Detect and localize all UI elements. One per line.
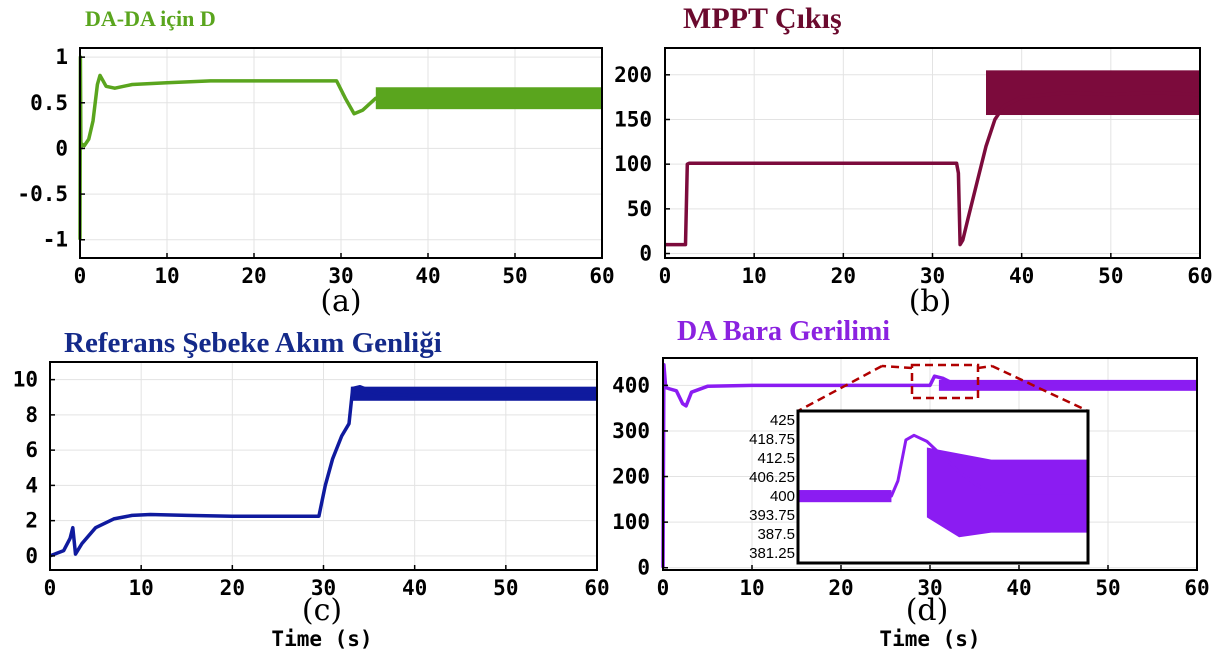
y-tick-label: -1 — [43, 228, 68, 252]
series-line-d — [661, 363, 1197, 568]
y-tick-label: -0.5 — [17, 182, 68, 206]
panel-a: 0 10 20 30 40 50 60 1 0.5 0 -0.5 -1 DA-DA için D (a) — [17, 6, 614, 319]
panel-label-d: (d) — [906, 593, 949, 628]
x-tick-label: 40 — [1009, 264, 1034, 288]
x-axis-label-d: Time (s) — [879, 627, 980, 651]
chart-title-c: Referans Şebeke Akım Genliği — [64, 327, 442, 359]
panel-label-b: (b) — [909, 284, 952, 319]
oscillation-band-c — [350, 386, 597, 401]
panel-b: 0 10 20 30 40 50 60 200 150 100 50 0 MPPT Çıkış (b) — [614, 2, 1213, 319]
inset-y-tick-label: 393.75 — [749, 507, 795, 524]
inset-y-tick-label: 387.5 — [757, 526, 795, 543]
panel-d: 0 10 20 30 40 50 60 400 300 200 100 0 DA Bara Gerili… — [612, 316, 1210, 651]
x-tick-label: 50 — [493, 576, 518, 600]
inset-y-tick-label: 412.5 — [757, 450, 795, 467]
panel-label-c: (c) — [302, 593, 342, 628]
y-tick-label: 1 — [55, 45, 68, 69]
inset-y-tick-label: 400 — [770, 488, 795, 505]
y-tick-label: 2 — [25, 509, 38, 533]
grid-a — [79, 48, 603, 258]
x-tick-label: 0 — [44, 576, 57, 600]
y-tick-label: 200 — [614, 63, 652, 87]
x-tick-label: 20 — [241, 264, 266, 288]
x-tick-label: 60 — [1184, 576, 1209, 600]
panel-label-a: (a) — [320, 284, 361, 319]
y-tick-label: 100 — [612, 510, 650, 534]
y-tick-label: 150 — [614, 107, 652, 131]
x-tick-label: 50 — [502, 264, 527, 288]
inset-y-tick-label: 425 — [770, 412, 795, 429]
inset-oscillation-band — [926, 447, 1088, 538]
inset-series-line — [798, 433, 1088, 498]
y-tick-label: 0 — [25, 544, 38, 568]
x-tick-label: 50 — [1095, 576, 1120, 600]
x-tick-label: 30 — [311, 576, 336, 600]
x-tick-label: 30 — [920, 264, 945, 288]
series-line-b — [665, 90, 1201, 247]
x-tick-label: 10 — [742, 264, 767, 288]
inset-y-tick-label: 418.75 — [749, 431, 795, 448]
x-tick-label: 0 — [657, 576, 670, 600]
y-tick-label: 100 — [614, 152, 652, 176]
x-tick-label: 0 — [659, 264, 672, 288]
x-tick-label: 50 — [1098, 264, 1123, 288]
x-tick-label: 10 — [739, 576, 764, 600]
x-tick-label: 20 — [828, 576, 853, 600]
y-tick-label: 6 — [25, 438, 38, 462]
x-tick-label: 20 — [831, 264, 856, 288]
x-tick-label: 60 — [1187, 264, 1212, 288]
y-tick-label: 0 — [55, 136, 68, 160]
x-tick-label: 10 — [154, 264, 179, 288]
y-tick-label: 4 — [25, 473, 38, 497]
inset-y-tick-label: 381.25 — [749, 545, 795, 562]
series-line-c — [49, 384, 597, 558]
zoom-connector-line — [977, 364, 993, 370]
y-tick-label: 50 — [627, 197, 652, 221]
chart-title-a: DA-DA için D — [85, 6, 216, 31]
x-tick-label: 30 — [328, 264, 353, 288]
x-axis-label-c: Time (s) — [271, 627, 372, 651]
y-tick-label: 200 — [612, 465, 650, 489]
x-tick-label: 40 — [1006, 576, 1031, 600]
y-tick-label: 0.5 — [30, 91, 68, 115]
x-tick-label: 60 — [584, 576, 609, 600]
zoom-connector-line — [881, 364, 913, 370]
series-line-a — [78, 55, 602, 240]
y-tick-label: 0 — [637, 556, 650, 580]
y-tick-label: 8 — [25, 403, 38, 427]
y-tick-label: 400 — [612, 373, 650, 397]
x-tick-label: 20 — [220, 576, 245, 600]
x-tick-label: 60 — [589, 264, 614, 288]
zoom-connector-line — [797, 364, 883, 413]
inset-frame — [796, 409, 1090, 565]
zoom-region-box — [910, 363, 980, 400]
inset-y-tick-label: 406.25 — [749, 469, 795, 486]
y-tick-label: 300 — [612, 419, 650, 443]
x-tick-label: 40 — [415, 264, 440, 288]
x-tick-label: 0 — [74, 264, 87, 288]
y-tick-label: 0 — [639, 242, 652, 266]
x-tick-label: 30 — [917, 576, 942, 600]
x-tick-label: 40 — [402, 576, 427, 600]
y-tick-label: 10 — [13, 368, 38, 392]
chart-title-b: MPPT Çıkış — [683, 2, 842, 35]
inset-chart: 425 418.75 412.5 406.25 400 393.75 387.5 381.25 — [749, 409, 1090, 565]
x-tick-label: 10 — [129, 576, 154, 600]
zoom-connector-line — [991, 364, 1089, 413]
chart-title-d: DA Bara Gerilimi — [677, 316, 890, 347]
